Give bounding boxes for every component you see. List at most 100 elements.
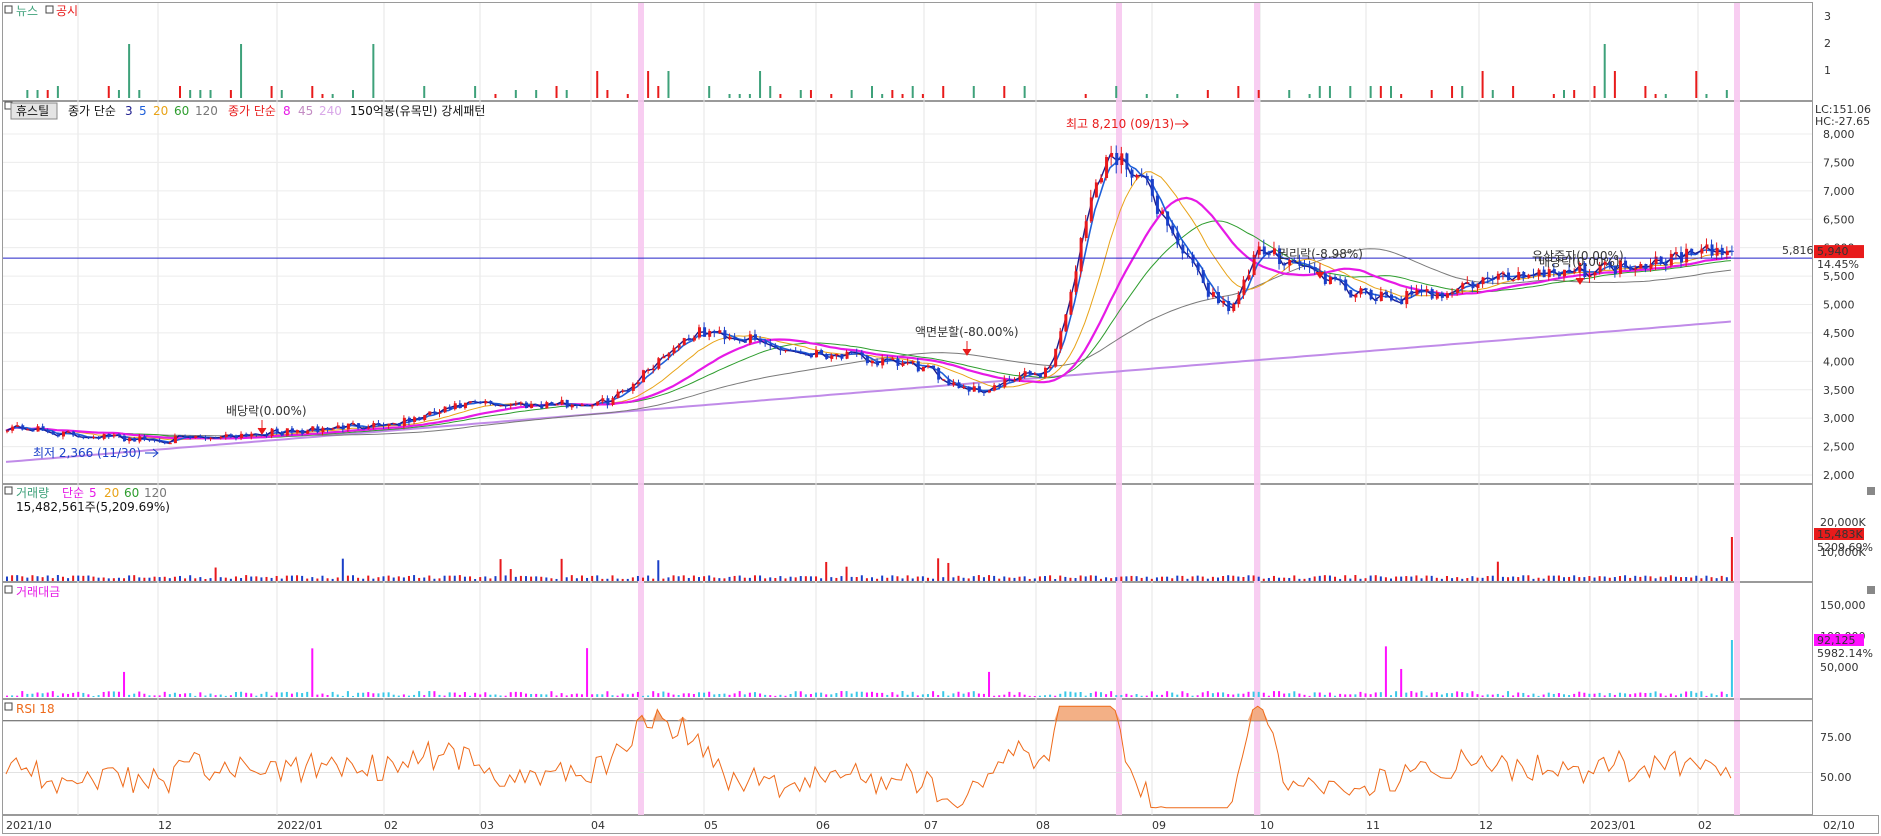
amount-bar bbox=[1105, 694, 1108, 697]
volume-bar bbox=[708, 575, 711, 581]
candle bbox=[438, 412, 442, 414]
amount-bar bbox=[840, 691, 843, 697]
candle bbox=[1303, 265, 1307, 267]
candle bbox=[733, 337, 737, 340]
volume-bar bbox=[1206, 578, 1209, 581]
amount-bar bbox=[962, 693, 965, 697]
candle bbox=[474, 401, 478, 403]
candle bbox=[173, 435, 177, 444]
candle bbox=[1613, 266, 1617, 275]
volume-bar bbox=[698, 577, 700, 581]
amount-bar bbox=[504, 695, 507, 697]
amount-bar bbox=[647, 695, 650, 697]
amount-collapse-icon[interactable] bbox=[1867, 586, 1875, 594]
candle bbox=[448, 406, 452, 410]
volume-bar bbox=[1125, 576, 1128, 581]
volume-bar bbox=[173, 576, 176, 581]
amount-bar bbox=[626, 694, 629, 697]
volume-collapse-icon[interactable] bbox=[1867, 487, 1875, 495]
volume-bar bbox=[1349, 578, 1352, 581]
volume-bar bbox=[341, 558, 344, 581]
x-tick: 08 bbox=[1036, 819, 1050, 832]
volume-toggle-icon[interactable] bbox=[4, 486, 13, 495]
volume-bar bbox=[1710, 577, 1713, 581]
volume-bar bbox=[799, 576, 802, 581]
amount-bar bbox=[1405, 692, 1408, 697]
pattern-legend: 150억봉(유목민) 강세패턴 bbox=[350, 104, 485, 118]
candle bbox=[1563, 269, 1566, 277]
x-tick: 02/10 bbox=[1823, 819, 1855, 832]
news-label[interactable]: 뉴스 bbox=[16, 4, 38, 18]
amount-bar bbox=[245, 692, 248, 697]
volume-bar bbox=[1288, 577, 1291, 581]
candle bbox=[906, 362, 910, 364]
amount-bar bbox=[738, 691, 741, 697]
candle bbox=[1639, 264, 1643, 269]
amount-bar bbox=[657, 693, 660, 697]
news-bar bbox=[1115, 86, 1118, 98]
price-ytick: 8,000 bbox=[1823, 128, 1855, 141]
volume-panel-frame bbox=[2, 484, 1813, 582]
amount-bar bbox=[759, 693, 762, 697]
amount-bar bbox=[1690, 691, 1693, 697]
amount-bar bbox=[1410, 691, 1413, 697]
volume-bar bbox=[326, 578, 329, 581]
amount-bar bbox=[352, 695, 354, 697]
candle bbox=[1252, 254, 1256, 276]
volume-bar bbox=[1237, 576, 1240, 581]
volume-bar bbox=[840, 576, 843, 581]
amount-bar bbox=[372, 693, 375, 697]
volume-bar bbox=[764, 578, 767, 581]
candle bbox=[41, 426, 45, 431]
news-bar bbox=[759, 71, 762, 98]
news-toggle-icon[interactable] bbox=[4, 5, 13, 14]
volume-bar bbox=[1512, 576, 1515, 581]
candle bbox=[1059, 331, 1063, 349]
volume-bar bbox=[296, 575, 299, 581]
disclosure-toggle-icon[interactable] bbox=[45, 5, 54, 14]
candle bbox=[682, 338, 686, 345]
amount-bar bbox=[1379, 692, 1382, 697]
disclosure-label[interactable]: 공시 bbox=[56, 4, 78, 18]
volume-bar bbox=[1654, 578, 1657, 581]
candle bbox=[708, 330, 712, 337]
volume-bars bbox=[6, 537, 1733, 581]
candle bbox=[1145, 175, 1149, 180]
disclosure-bar bbox=[1512, 86, 1515, 98]
stock-name-button[interactable] bbox=[10, 102, 58, 120]
rsi-ytick: 75.00 bbox=[1820, 731, 1852, 744]
rsi-toggle-icon[interactable] bbox=[4, 702, 13, 711]
news-bar bbox=[331, 94, 334, 98]
volume-bar bbox=[815, 576, 818, 581]
candle bbox=[179, 435, 182, 437]
volume-bar bbox=[245, 575, 248, 581]
candle bbox=[123, 435, 127, 442]
amount-bar bbox=[687, 693, 690, 697]
candle bbox=[1557, 272, 1561, 277]
candle bbox=[1649, 264, 1653, 269]
x-tick: 07 bbox=[924, 819, 938, 832]
candle bbox=[815, 350, 819, 358]
candle bbox=[1115, 152, 1119, 166]
volume-bar bbox=[255, 576, 258, 581]
candle bbox=[458, 403, 462, 409]
price-ytick: 7,500 bbox=[1823, 156, 1855, 169]
volume-bar bbox=[158, 577, 161, 581]
candle bbox=[184, 436, 188, 438]
amount-bar bbox=[865, 692, 868, 697]
amount-bar bbox=[1196, 695, 1199, 697]
amount-toggle-icon[interactable] bbox=[4, 585, 13, 594]
candle bbox=[764, 341, 768, 344]
volume-bar bbox=[1680, 577, 1683, 581]
candle bbox=[1430, 289, 1434, 299]
volume-bar bbox=[509, 569, 512, 581]
news-bar bbox=[667, 71, 670, 98]
amount-bar bbox=[896, 694, 899, 697]
amount-bar bbox=[265, 691, 268, 697]
amount-bar bbox=[102, 691, 105, 697]
volume-ma60-legend: 60 bbox=[124, 486, 139, 500]
amount-bar bbox=[214, 695, 217, 697]
volume-bar bbox=[835, 577, 838, 581]
amount-bar bbox=[545, 694, 548, 697]
